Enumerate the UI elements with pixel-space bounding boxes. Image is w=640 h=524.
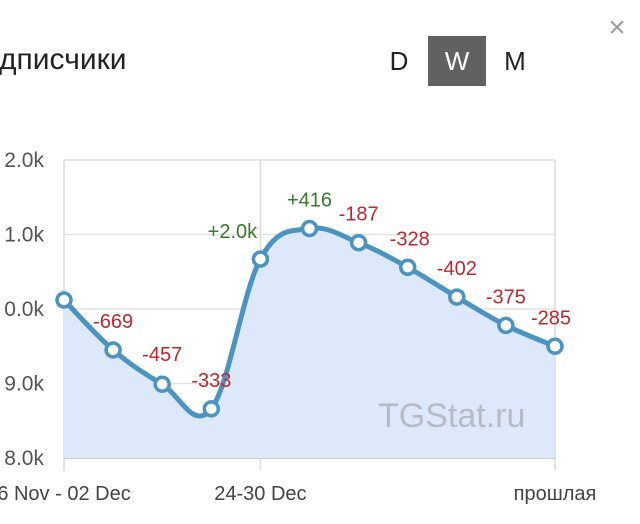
- data-label: +416: [287, 190, 332, 212]
- data-label: +2.0k: [208, 221, 258, 243]
- period-month-button[interactable]: M: [504, 45, 526, 76]
- y-tick-label: 2.0k: [4, 149, 44, 172]
- period-day-button[interactable]: D: [389, 45, 409, 76]
- x-tick-label: прошлая: [514, 483, 597, 505]
- area-fill: [64, 228, 555, 458]
- data-point[interactable]: [104, 341, 122, 359]
- data-point[interactable]: [251, 250, 270, 268]
- close-icon[interactable]: ×: [608, 11, 626, 44]
- data-point[interactable]: [349, 233, 368, 252]
- data-label: -285: [531, 307, 571, 329]
- data-label: -375: [486, 286, 526, 308]
- y-tick-label: 0.0k: [4, 298, 44, 321]
- period-week-button[interactable]: W: [428, 36, 486, 86]
- watermark: TGStat.ru: [378, 397, 525, 435]
- data-point[interactable]: [202, 400, 221, 418]
- chart-marks: -669 -457 -333 +2.0k +416 -187 -328 -402 -375-28…: [55, 190, 571, 418]
- y-tick-label: 8.0k: [4, 447, 44, 470]
- page-title: одписчики: [0, 43, 127, 76]
- period-switch: D W M: [370, 36, 544, 86]
- data-point[interactable]: [546, 337, 564, 355]
- data-point[interactable]: [398, 258, 417, 277]
- y-tick-label: 1.0k: [4, 224, 44, 247]
- data-label: -669: [93, 311, 133, 333]
- data-label: -402: [437, 258, 477, 280]
- data-point[interactable]: [448, 288, 466, 306]
- data-label: -328: [390, 228, 430, 250]
- x-tick-label: 6 Nov - 02 Dec: [0, 483, 131, 505]
- data-point[interactable]: [55, 291, 73, 309]
- data-point[interactable]: [300, 219, 319, 238]
- x-tick-label: 24-30 Dec: [214, 483, 306, 505]
- data-point[interactable]: [153, 375, 171, 393]
- data-point[interactable]: [497, 316, 515, 335]
- data-label: -333: [191, 370, 231, 392]
- data-label: -457: [142, 344, 182, 366]
- data-label: -187: [339, 204, 379, 226]
- y-tick-label: 9.0k: [4, 373, 44, 396]
